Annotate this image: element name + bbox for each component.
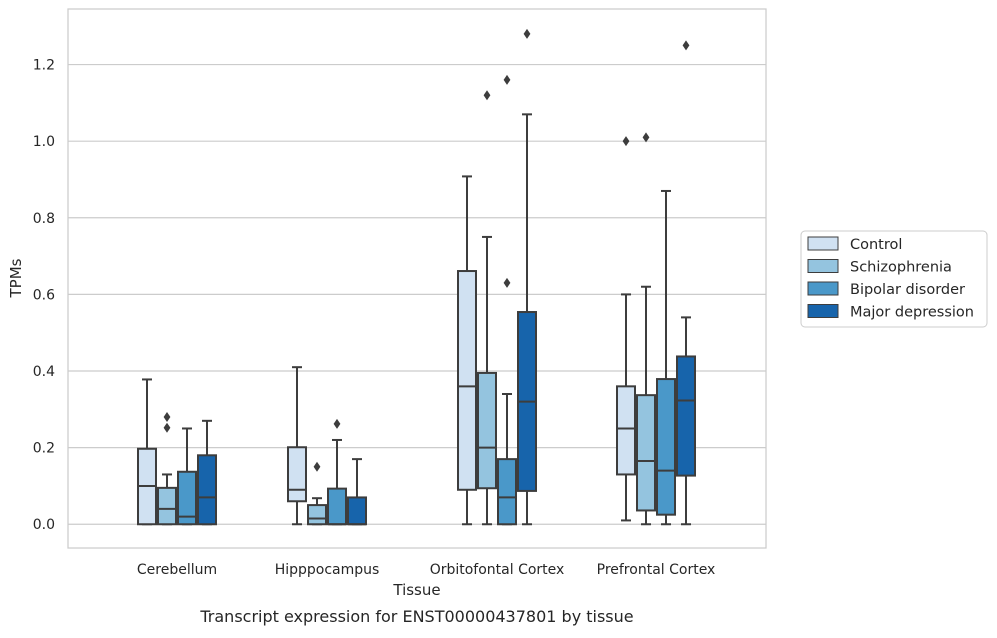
y-tick-label: 0.6 <box>33 287 55 303</box>
box-bipolar-disorder <box>656 189 676 526</box>
y-tick-label: 0.0 <box>33 517 55 533</box>
outlier-point <box>333 418 341 429</box>
box-iqr <box>477 371 497 490</box>
grid-layer <box>68 63 766 525</box>
box-bipolar-disorder <box>177 427 197 526</box>
box-control <box>457 175 477 526</box>
outlier-point <box>682 40 690 51</box>
outlier-point <box>163 422 171 433</box>
box-major-depression <box>347 458 367 526</box>
legend-item: Control <box>807 236 902 253</box>
box-iqr <box>197 454 217 526</box>
legend-item: Major depression <box>807 304 974 321</box>
box-major-depression <box>197 419 217 526</box>
legend-item: Bipolar disorder <box>807 281 965 298</box>
legend-swatch <box>807 259 839 273</box>
legend-item: Schizophrenia <box>807 259 952 276</box>
box-iqr <box>157 486 177 526</box>
legend-frame <box>800 230 988 328</box>
plot-frame <box>67 8 767 549</box>
box-schizophrenia <box>477 90 497 526</box>
outlier-point <box>503 277 511 288</box>
box-iqr <box>676 355 696 477</box>
box-control <box>616 136 636 522</box>
box-layer <box>137 28 696 526</box>
box-bipolar-disorder <box>327 418 347 526</box>
box-iqr <box>656 378 676 516</box>
box-iqr <box>636 394 656 512</box>
legend: Control Schizophrenia Bipolar disorder Majo… <box>800 230 988 328</box>
legend-label: Bipolar disorder <box>850 282 965 298</box>
outlier-point <box>483 90 491 101</box>
x-tick-label: Orbitofontal Cortex <box>430 562 565 578</box>
outlier-point <box>313 461 321 472</box>
box-schizophrenia <box>636 132 656 526</box>
y-tick-label: 0.4 <box>33 364 55 380</box>
legend-swatch <box>807 304 839 318</box>
legend-swatch <box>807 236 839 251</box>
x-tick-label: Hipppocampus <box>275 562 380 578</box>
box-iqr <box>497 458 517 526</box>
box-control <box>287 366 307 526</box>
box-schizophrenia <box>157 411 177 526</box>
y-axis-label: TPMs <box>7 258 25 298</box>
box-iqr <box>307 504 327 526</box>
box-iqr <box>457 270 477 491</box>
box-iqr <box>287 446 307 503</box>
chart-caption: Transcript expression for ENST0000043780… <box>199 607 633 626</box>
y-tick-label: 1.2 <box>33 58 55 74</box>
box-major-depression <box>517 28 537 526</box>
box-major-depression <box>676 40 696 526</box>
x-tick-label: Cerebellum <box>137 562 217 578</box>
x-tick-label: Prefrontal Cortex <box>597 562 716 578</box>
x-tick-labels: Cerebellum Hipppocampus Orbitofontal Corte… <box>137 562 715 578</box>
legend-swatch <box>807 281 839 296</box>
box-iqr <box>327 487 347 526</box>
outlier-point <box>523 28 531 39</box>
box-iqr <box>177 470 197 526</box>
legend-label: Schizophrenia <box>850 260 952 276</box>
box-bipolar-disorder <box>497 74 517 526</box>
y-tick-label: 1.0 <box>33 134 55 150</box>
legend-label: Control <box>850 237 902 253</box>
outlier-point <box>642 132 650 143</box>
x-axis-label: Tissue <box>392 581 440 599</box>
y-tick-labels: 0.0 0.2 0.4 0.6 0.8 1.0 1.2 <box>33 58 55 534</box>
box-schizophrenia <box>307 461 327 526</box>
box-control <box>137 378 157 526</box>
y-tick-label: 0.2 <box>33 441 55 457</box>
outlier-point <box>622 136 630 147</box>
box-iqr <box>616 385 636 476</box>
y-tick-label: 0.8 <box>33 211 55 227</box>
box-iqr <box>347 496 367 526</box>
legend-label: Major depression <box>850 305 974 321</box>
outlier-point <box>503 74 511 85</box>
outlier-point <box>163 411 171 422</box>
